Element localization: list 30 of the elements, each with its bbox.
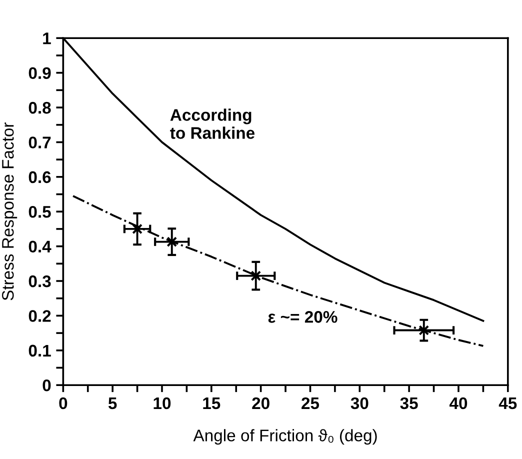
- y-axis-title: Stress Response Factor: [2, 122, 18, 300]
- x-tick-label: 25: [302, 397, 320, 410]
- point: [418, 325, 430, 336]
- y-tick-label: 0.2: [28, 310, 51, 322]
- y-tick-label: 0.4: [28, 240, 52, 253]
- x-tick-label: 20: [252, 397, 270, 410]
- y-tick-label: 0.5: [28, 206, 51, 218]
- x-tick-label: 0: [59, 397, 68, 410]
- y-tick-label: 0.1: [28, 344, 51, 357]
- x-axis-title: Angle of Friction ϑ₀ (deg): [193, 429, 377, 445]
- x-tick-label: 45: [498, 398, 517, 410]
- y-tick-label: 0.3: [28, 275, 51, 288]
- x-tick-label: 30: [350, 397, 368, 410]
- line-series: [72, 195, 484, 347]
- x-tick-label: 35: [400, 397, 418, 410]
- y-tick-label: 1: [43, 32, 51, 44]
- x-tick-label: 15: [203, 398, 220, 410]
- y-tick-label: 0.6: [28, 171, 51, 184]
- annotation: According to Rankine: [170, 108, 255, 139]
- y-tick-label: 0: [42, 380, 51, 392]
- point: [132, 224, 142, 234]
- x-tick-label: 10: [154, 397, 171, 410]
- point: [250, 270, 262, 282]
- x-tick-label: 5: [108, 398, 117, 410]
- y-tick-label: 0.9: [28, 67, 51, 79]
- y-tick-label: 0.7: [28, 136, 51, 148]
- annotation: ε ~= 20%: [268, 311, 338, 323]
- x-tick-label: 40: [449, 397, 468, 410]
- y-tick-label: 0.8: [28, 102, 51, 114]
- point: [166, 236, 178, 247]
